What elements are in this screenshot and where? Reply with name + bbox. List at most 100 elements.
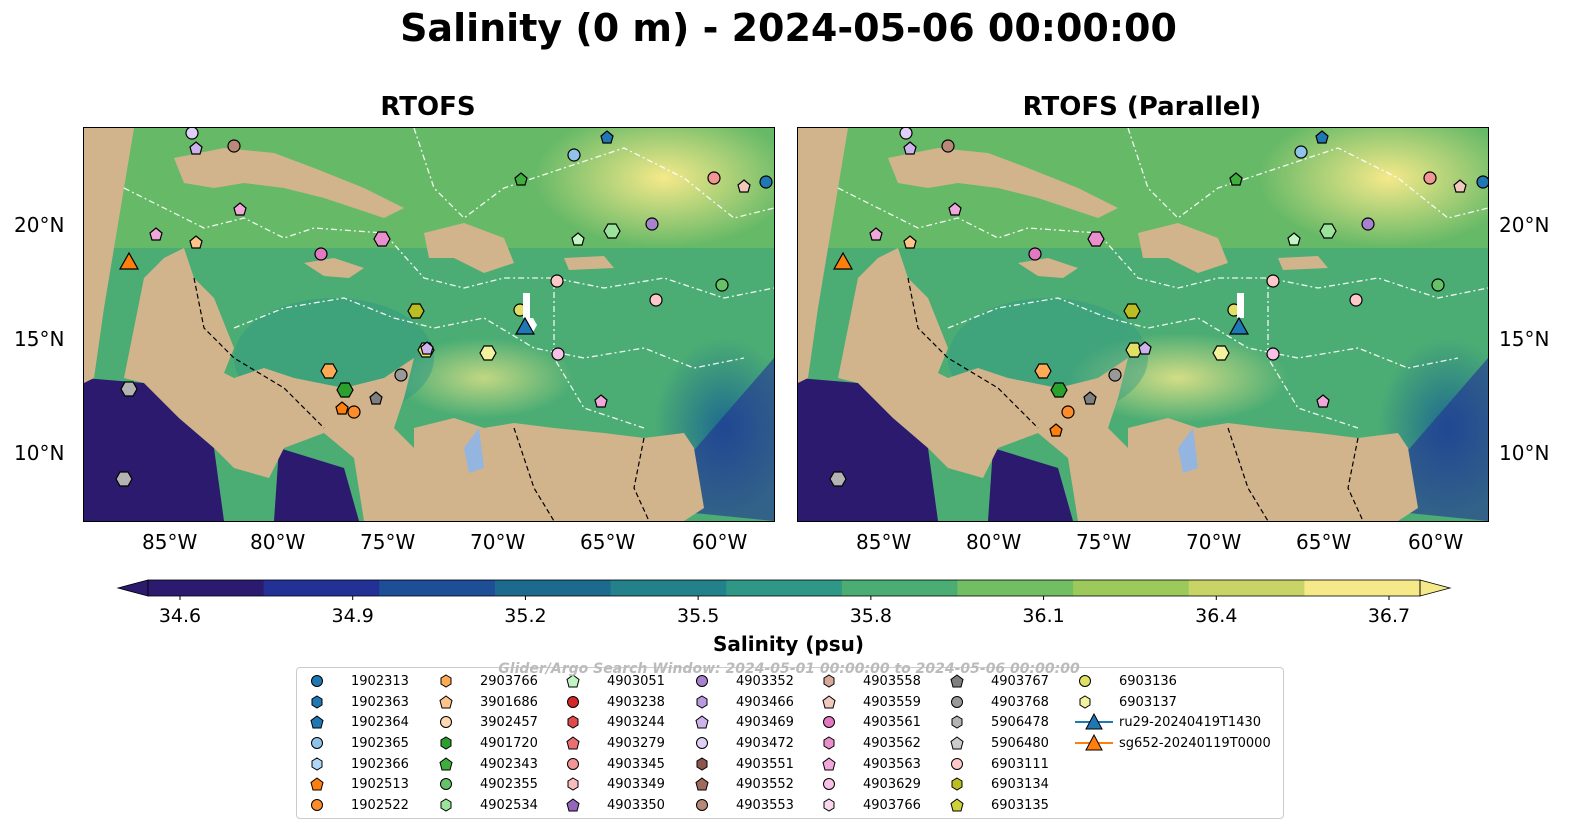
legend-item-label: 4903469 xyxy=(736,715,794,730)
legend-marker-icon xyxy=(823,674,835,688)
legend-item-label: 4903466 xyxy=(736,695,794,710)
lon-tick-label: 65°W xyxy=(1296,530,1352,554)
legend-marker xyxy=(567,715,579,729)
legend-item-label: 3901686 xyxy=(480,695,538,710)
legend-marker-icon xyxy=(567,777,579,791)
legend-marker xyxy=(951,758,963,770)
legend-marker-icon xyxy=(566,736,580,750)
legend-marker-icon xyxy=(310,777,324,791)
legend-marker-icon xyxy=(440,716,452,728)
colorbar-title: Salinity (psu) xyxy=(712,632,864,656)
legend-marker xyxy=(823,798,835,812)
colorbar-segment xyxy=(610,580,727,596)
lat-tick-label: 20°N xyxy=(1499,213,1550,237)
legend-marker-icon xyxy=(439,695,453,709)
colorbar-segment xyxy=(148,580,265,596)
legend-marker xyxy=(696,675,708,687)
legend-marker-icon xyxy=(822,757,836,771)
legend-item-label: 1902364 xyxy=(351,715,409,730)
legend-marker-icon xyxy=(951,715,963,729)
legend-marker xyxy=(311,737,323,749)
legend-item-label: 4902534 xyxy=(480,798,538,813)
colorbar-tick-label: 36.1 xyxy=(1022,605,1065,627)
colorbar-under-arrow xyxy=(116,579,149,597)
legend-marker xyxy=(822,757,836,771)
legend-marker xyxy=(440,716,452,728)
legend-marker xyxy=(440,778,452,790)
legend-item-label: 4902355 xyxy=(480,777,538,792)
legend-item-label: 4903472 xyxy=(736,736,794,751)
legend-marker xyxy=(950,736,964,750)
legend-marker xyxy=(567,696,579,708)
legend-marker xyxy=(567,758,579,770)
legend-marker-icon xyxy=(696,737,708,749)
legend-marker xyxy=(695,715,709,729)
colorbar-frame xyxy=(147,579,1421,597)
legend-marker xyxy=(695,777,709,791)
colorbar-segment xyxy=(379,580,496,596)
legend-marker xyxy=(439,695,453,709)
legend-item-label: 1902363 xyxy=(351,695,409,710)
legend-marker xyxy=(440,736,452,750)
colorbar-segment xyxy=(841,580,958,596)
legend-item-label: 1902513 xyxy=(351,777,409,792)
legend-marker xyxy=(951,696,963,708)
legend-marker xyxy=(1085,734,1103,751)
lon-tick-label: 80°W xyxy=(966,530,1022,554)
legend-marker xyxy=(566,798,580,812)
lat-tick-label: 10°N xyxy=(14,441,65,465)
legend-item-label: 4903563 xyxy=(863,757,921,772)
legend-marker xyxy=(311,799,323,811)
legend-item-label: 6903137 xyxy=(1119,695,1177,710)
legend-marker-icon xyxy=(567,696,579,708)
lon-tick-label: 75°W xyxy=(360,530,416,554)
lon-tick-label: 65°W xyxy=(580,530,636,554)
legend-item-label: 6903111 xyxy=(991,757,1049,772)
legend-marker xyxy=(823,674,835,688)
legend-item-label: 4903559 xyxy=(863,695,921,710)
land-south-america xyxy=(414,418,704,521)
colorbar-tick-label: 34.6 xyxy=(158,605,202,627)
search-window-watermark: Glider/Argo Search Window: 2024-05-01 00… xyxy=(498,661,1080,677)
colorbar-tick-label: 35.5 xyxy=(676,605,720,627)
legend-marker-icon xyxy=(567,758,579,770)
legend-item-label: 2903766 xyxy=(480,674,538,689)
legend-marker-icon xyxy=(696,695,708,709)
legend-marker-icon xyxy=(950,674,964,688)
legend-item-label: 6903136 xyxy=(1119,674,1177,689)
legend-marker-icon xyxy=(311,757,323,771)
land-puerto-rico xyxy=(564,256,614,270)
legend-marker xyxy=(1085,713,1103,730)
colorbar-segment xyxy=(1188,580,1305,596)
legend-marker xyxy=(439,757,453,771)
legend-marker-icon xyxy=(823,798,835,812)
legend-item-label: 1902365 xyxy=(351,736,409,751)
colorbar xyxy=(116,579,1452,600)
legend-marker-icon xyxy=(696,799,708,811)
map-panel-rtofs xyxy=(83,127,775,522)
legend-marker-icon xyxy=(950,798,964,812)
legend-marker xyxy=(823,778,835,790)
colorbar-segment xyxy=(726,580,843,596)
land-cuba xyxy=(174,148,404,218)
legend-marker-icon xyxy=(951,777,963,791)
legend-item-label: 4903279 xyxy=(607,736,665,751)
legend-item-label: 4903562 xyxy=(863,736,921,751)
colorbar-segment xyxy=(494,580,612,596)
legend-marker-icon xyxy=(566,674,580,688)
colorbar-segment xyxy=(263,580,380,596)
legend-marker-icon xyxy=(311,799,323,811)
legend-item-label: 4903238 xyxy=(607,695,665,710)
legend-marker xyxy=(1079,695,1091,709)
legend-item-label: 4903352 xyxy=(736,674,794,689)
lon-tick-label: 70°W xyxy=(470,530,526,554)
colorbar-tick-label: 36.4 xyxy=(1195,605,1238,627)
legend-marker xyxy=(1079,675,1091,687)
lon-tick-label: 70°W xyxy=(1186,530,1242,554)
legend-item-label: 4903350 xyxy=(607,798,665,813)
legend-item-label: 4903349 xyxy=(607,777,665,792)
legend-item-label: 4902343 xyxy=(480,757,538,772)
legend-marker xyxy=(311,757,323,771)
legend-marker-icon xyxy=(951,696,963,708)
legend-marker-icon xyxy=(1075,713,1113,730)
